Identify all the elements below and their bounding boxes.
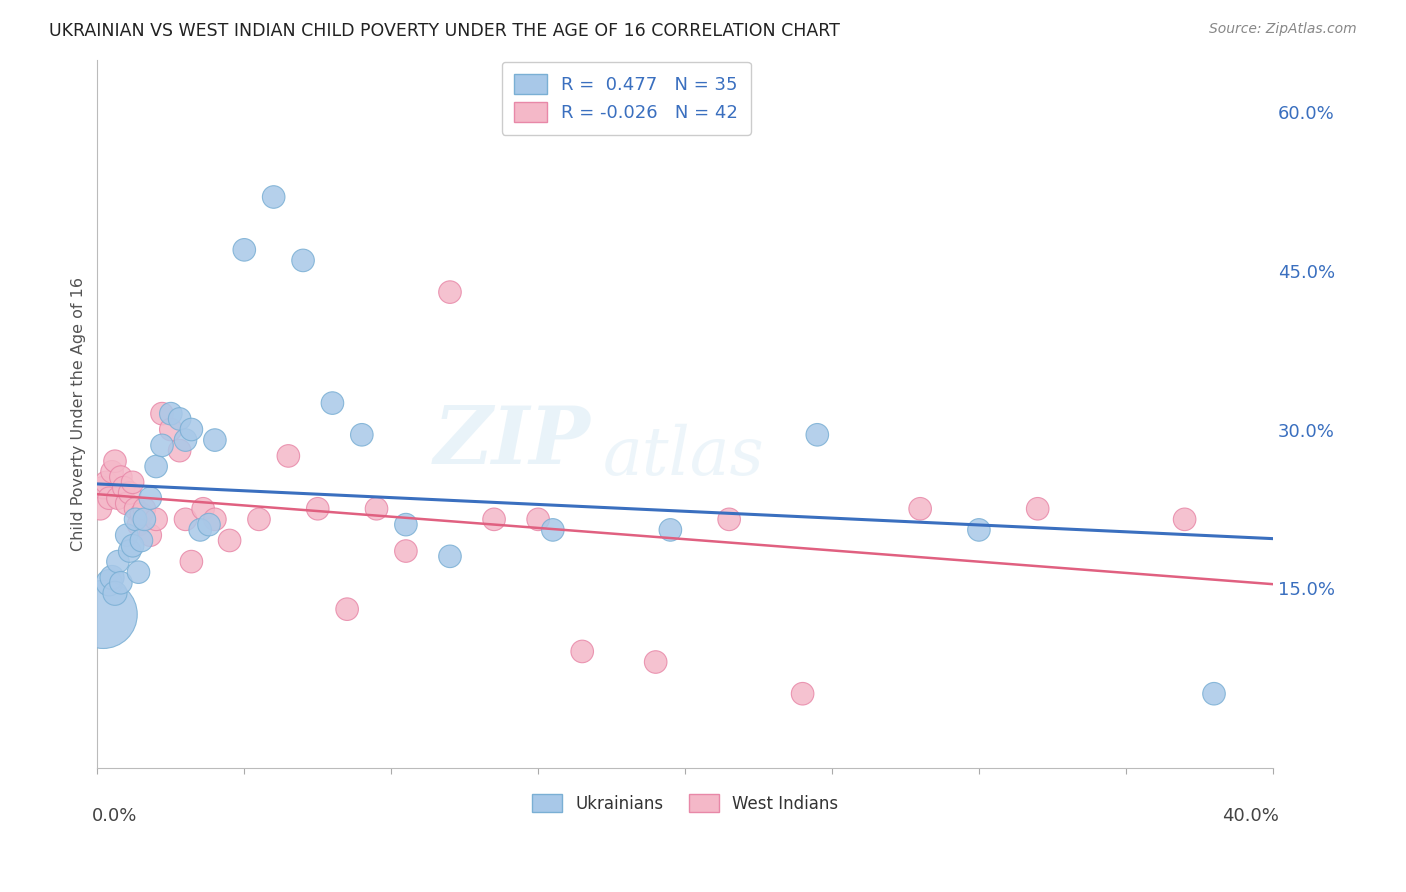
Point	[336, 602, 359, 616]
Point	[104, 454, 127, 468]
Point	[174, 512, 197, 526]
Point	[127, 565, 149, 579]
Point	[98, 575, 121, 590]
Point	[145, 459, 167, 474]
Point	[131, 507, 153, 521]
Point	[188, 523, 211, 537]
Point	[395, 544, 418, 558]
Y-axis label: Child Poverty Under the Age of 16: Child Poverty Under the Age of 16	[72, 277, 86, 550]
Point	[307, 501, 329, 516]
Point	[1202, 687, 1225, 701]
Point	[159, 407, 181, 421]
Point	[107, 491, 129, 506]
Point	[263, 190, 285, 204]
Point	[204, 512, 226, 526]
Point	[180, 555, 202, 569]
Point	[439, 285, 461, 299]
Point	[150, 438, 173, 452]
Point	[277, 449, 299, 463]
Text: 40.0%: 40.0%	[1222, 806, 1278, 824]
Point	[124, 512, 146, 526]
Point	[118, 486, 141, 500]
Point	[806, 427, 828, 442]
Point	[98, 491, 121, 506]
Point	[134, 512, 156, 526]
Point	[139, 528, 162, 542]
Point	[1174, 512, 1197, 526]
Point	[112, 481, 135, 495]
Text: 0.0%: 0.0%	[91, 806, 136, 824]
Point	[659, 523, 682, 537]
Point	[395, 517, 418, 532]
Point	[169, 412, 191, 426]
Point	[131, 533, 153, 548]
Point	[110, 470, 132, 484]
Point	[139, 491, 162, 506]
Text: Source: ZipAtlas.com: Source: ZipAtlas.com	[1209, 22, 1357, 37]
Legend: Ukrainians, West Indians: Ukrainians, West Indians	[526, 788, 845, 820]
Point	[366, 501, 388, 516]
Point	[150, 407, 173, 421]
Point	[145, 512, 167, 526]
Point	[118, 544, 141, 558]
Point	[718, 512, 741, 526]
Point	[191, 501, 214, 516]
Point	[967, 523, 990, 537]
Point	[180, 423, 202, 437]
Point	[121, 539, 143, 553]
Point	[115, 496, 138, 510]
Point	[1026, 501, 1049, 516]
Point	[571, 644, 593, 658]
Point	[110, 575, 132, 590]
Text: ZIP: ZIP	[434, 403, 591, 481]
Point	[169, 443, 191, 458]
Point	[89, 501, 111, 516]
Point	[233, 243, 256, 257]
Point	[101, 570, 124, 584]
Point	[482, 512, 505, 526]
Point	[107, 555, 129, 569]
Text: UKRAINIAN VS WEST INDIAN CHILD POVERTY UNDER THE AGE OF 16 CORRELATION CHART: UKRAINIAN VS WEST INDIAN CHILD POVERTY U…	[49, 22, 841, 40]
Point	[115, 528, 138, 542]
Point	[218, 533, 240, 548]
Point	[101, 465, 124, 479]
Point	[292, 253, 315, 268]
Point	[121, 475, 143, 490]
Point	[127, 517, 149, 532]
Point	[321, 396, 343, 410]
Point	[541, 523, 564, 537]
Point	[91, 481, 114, 495]
Point	[124, 501, 146, 516]
Point	[91, 607, 114, 622]
Text: atlas: atlas	[603, 424, 765, 489]
Point	[247, 512, 270, 526]
Point	[439, 549, 461, 564]
Point	[134, 501, 156, 516]
Point	[527, 512, 550, 526]
Point	[104, 586, 127, 600]
Point	[198, 517, 221, 532]
Point	[644, 655, 666, 669]
Point	[792, 687, 814, 701]
Point	[174, 433, 197, 447]
Point	[159, 423, 181, 437]
Point	[204, 433, 226, 447]
Point	[96, 475, 118, 490]
Point	[908, 501, 931, 516]
Point	[350, 427, 373, 442]
